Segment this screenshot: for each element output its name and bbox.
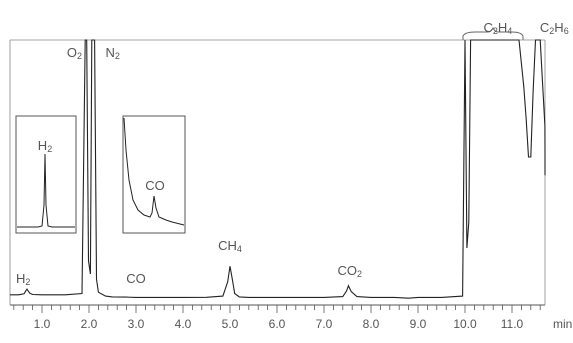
x-tick-label: 6.0 [269, 317, 286, 331]
inset-co: CO [122, 115, 186, 234]
x-tick-label: 8.0 [363, 317, 380, 331]
x-tick-label: 9.0 [410, 317, 427, 331]
peak-label: CO [126, 271, 146, 286]
inset-co-trace [123, 117, 185, 226]
peak-label: C2H6 [540, 20, 569, 36]
chromatogram-trace [10, 39, 546, 299]
x-tick-label: 7.0 [316, 317, 333, 331]
peak-label: N2 [106, 45, 120, 61]
peak-label: CO2 [338, 263, 363, 279]
x-tick-label: 10.0 [453, 317, 477, 331]
inset-co-frame [122, 115, 186, 234]
x-unit-label: min [553, 317, 572, 331]
x-tick-label: 1.0 [34, 317, 51, 331]
peak-label: C2H4 [483, 20, 512, 36]
x-tick-label: 2.0 [81, 317, 98, 331]
x-tick-labels: 1.0 2.0 3.0 4.0 5.0 6.0 7.0 8.0 9.0 10.0 11.0 [34, 317, 524, 331]
peak-label: O2 [67, 45, 82, 61]
peak-labels: O2 N2 H2 CO CH4 CO2 C2H4 C2H6 [16, 20, 569, 287]
x-ticks [13, 305, 541, 313]
inset-h2: H2 [15, 115, 77, 234]
x-tick-label: 3.0 [128, 317, 145, 331]
inset-h2-trace [17, 153, 75, 228]
x-tick-label: 11.0 [501, 317, 524, 331]
inset-co-label: CO [145, 178, 165, 193]
peak-label: CH4 [218, 238, 242, 254]
c2h4-bracket [462, 26, 524, 40]
x-tick-label: 5.0 [222, 317, 239, 331]
inset-h2-frame [15, 115, 77, 234]
x-tick-label: 4.0 [175, 317, 192, 331]
inset-h2-label: H2 [38, 138, 52, 154]
peak-label: H2 [16, 271, 30, 287]
